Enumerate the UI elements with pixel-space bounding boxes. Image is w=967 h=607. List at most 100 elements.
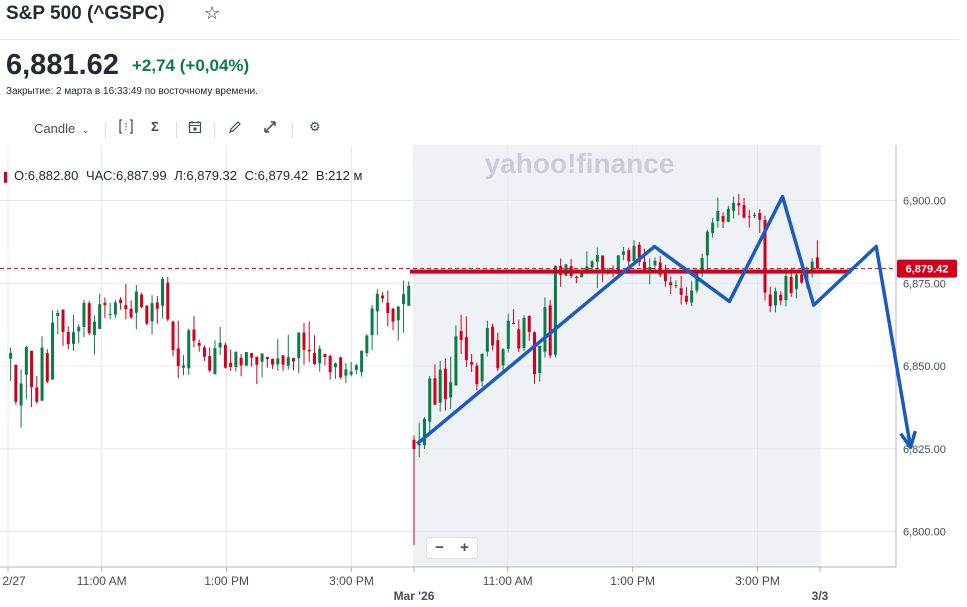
- ohlc-dot-icon: ▌: [4, 172, 11, 182]
- candle-body: [595, 255, 599, 262]
- candle-body: [339, 357, 343, 378]
- sigma-indicators-icon[interactable]: Σ: [151, 119, 159, 134]
- candle-body: [711, 222, 715, 233]
- gear-icon[interactable]: ⚙: [309, 119, 321, 134]
- candle: [538, 345, 542, 382]
- candle-body: [679, 288, 683, 295]
- candle: [527, 315, 531, 341]
- candle-body: [443, 368, 447, 400]
- candle: [250, 353, 254, 367]
- x-tick-label: 2/27: [2, 574, 26, 588]
- candle: [637, 241, 641, 267]
- candle-body: [574, 276, 578, 278]
- candle-body: [517, 329, 521, 349]
- candle-body: [66, 331, 70, 345]
- candle: [632, 240, 636, 265]
- candle: [375, 289, 379, 336]
- candle: [391, 308, 395, 331]
- candle-body: [360, 350, 364, 372]
- zoom-in-button[interactable]: +: [460, 539, 469, 556]
- candle: [726, 205, 730, 223]
- candle-body: [407, 285, 411, 306]
- candle-body: [412, 439, 416, 450]
- zoom-out-button[interactable]: −: [435, 539, 444, 556]
- candle: [732, 196, 736, 219]
- candle-body: [239, 357, 243, 366]
- candle: [773, 287, 777, 313]
- candle-body: [643, 261, 647, 270]
- candle: [265, 356, 269, 368]
- candle: [281, 355, 285, 371]
- candle: [810, 258, 814, 278]
- candle-body: [381, 295, 385, 299]
- candle: [360, 350, 364, 377]
- candle: [271, 358, 275, 369]
- candle-body: [218, 342, 222, 348]
- candle-body: [396, 306, 400, 321]
- candle: [87, 301, 91, 335]
- candle-body: [87, 303, 91, 334]
- chart-type-label: Candle: [34, 121, 76, 136]
- candle: [716, 197, 720, 228]
- candle-body: [51, 322, 55, 380]
- candle-body: [103, 302, 107, 306]
- x-tick-label: 3:00 PM: [735, 574, 780, 588]
- candle-body: [669, 282, 673, 286]
- candle-body: [61, 309, 65, 332]
- candle-body: [758, 213, 762, 220]
- candle-body: [784, 275, 788, 301]
- candle: [166, 276, 170, 322]
- candle-body: [328, 356, 332, 373]
- candle: [323, 353, 327, 366]
- candle-body: [637, 244, 641, 263]
- candle-body: [312, 353, 316, 365]
- candle: [674, 280, 678, 289]
- pencil-draw-icon[interactable]: [228, 120, 242, 137]
- candle: [61, 309, 65, 346]
- candle: [129, 300, 133, 319]
- toolbar-divider: [214, 122, 215, 138]
- annotation-zigzag: [416, 194, 913, 448]
- candle-body: [417, 444, 421, 446]
- chart-type-dropdown[interactable]: Candle ⌄: [34, 121, 89, 136]
- candle: [574, 275, 578, 284]
- candle: [30, 350, 34, 408]
- candle: [737, 193, 741, 216]
- ohlc-high: ЧАС:6,887.99: [85, 168, 167, 183]
- candle-body: [726, 208, 730, 222]
- candle: [171, 320, 175, 357]
- candle-body: [590, 261, 594, 268]
- candle: [470, 354, 474, 372]
- candle: [443, 358, 447, 411]
- current-price-badge: [897, 259, 957, 278]
- candle-body: [375, 293, 379, 312]
- candle: [161, 276, 165, 319]
- candle: [103, 297, 107, 319]
- candle-body: [616, 255, 620, 274]
- candle-body: [30, 350, 34, 388]
- candle: [690, 281, 694, 307]
- annotation-arrowhead: [899, 430, 917, 450]
- candle: [768, 286, 772, 313]
- candle-body: [391, 308, 395, 322]
- candle: [506, 313, 510, 353]
- candle-body: [648, 267, 652, 271]
- candle-body: [40, 347, 44, 401]
- star-outline-icon[interactable]: ☆: [204, 3, 221, 23]
- candle-body: [344, 369, 348, 376]
- candle-body: [653, 260, 657, 266]
- candle-body: [721, 216, 725, 222]
- candle-body: [155, 302, 159, 309]
- candle-body: [815, 257, 819, 269]
- compare-bracket-icon[interactable]: [119, 118, 133, 139]
- calendar-events-icon[interactable]: [188, 120, 202, 137]
- candle: [213, 340, 217, 375]
- page-title: S&P 500 (^GSPC): [6, 3, 165, 24]
- candle: [181, 355, 185, 376]
- candle-body: [202, 347, 206, 357]
- candle-body: [585, 266, 589, 272]
- candle: [312, 335, 316, 366]
- expand-icon[interactable]: [263, 120, 277, 137]
- candle-body: [506, 320, 510, 349]
